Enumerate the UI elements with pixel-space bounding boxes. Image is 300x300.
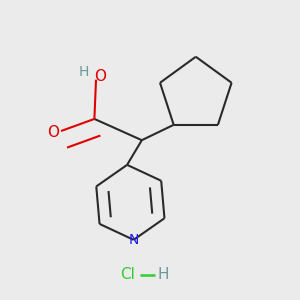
Text: Cl: Cl — [120, 268, 135, 283]
Text: H: H — [78, 65, 89, 80]
Text: N: N — [128, 233, 139, 247]
Text: O: O — [47, 125, 59, 140]
Text: O: O — [94, 69, 106, 84]
Text: H: H — [157, 268, 169, 283]
